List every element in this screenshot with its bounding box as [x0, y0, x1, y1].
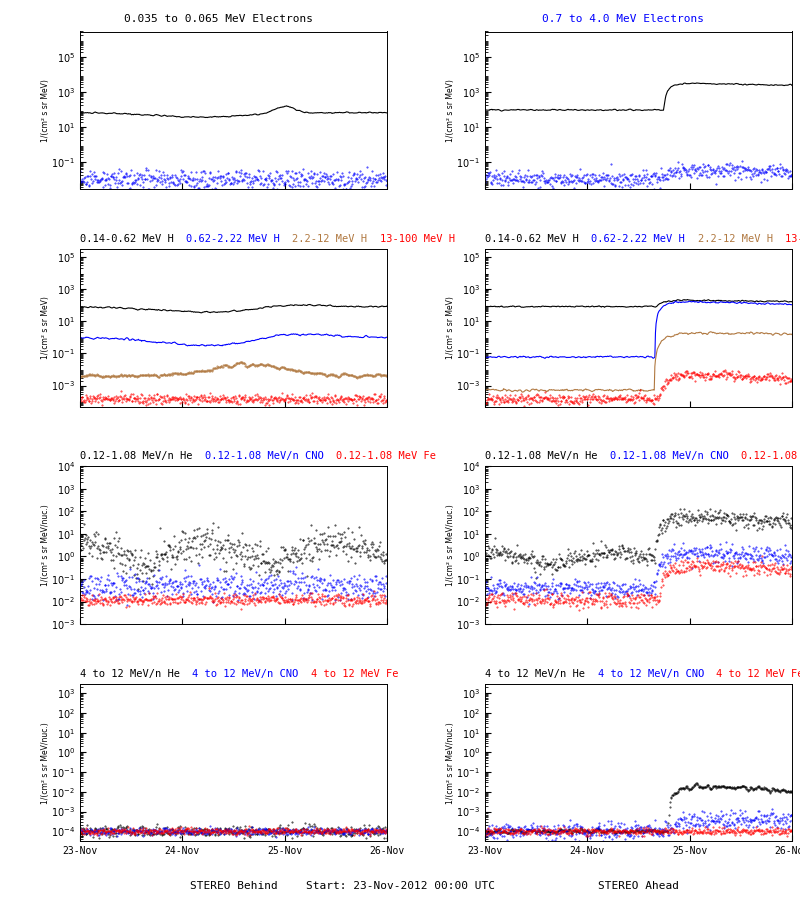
Y-axis label: 1/(cm² s sr MeV/nuc.): 1/(cm² s sr MeV/nuc.): [41, 504, 50, 586]
Text: 2.2-12 MeV H: 2.2-12 MeV H: [293, 234, 380, 244]
Text: 13-100 MeV H: 13-100 MeV H: [380, 234, 467, 244]
Text: 4 to 12 MeV/n He: 4 to 12 MeV/n He: [485, 669, 598, 679]
Text: 0.62-2.22 MeV H: 0.62-2.22 MeV H: [186, 234, 293, 244]
Y-axis label: 1/(cm² s sr MeV): 1/(cm² s sr MeV): [41, 79, 50, 141]
Y-axis label: 1/(cm² s sr MeV/nuc.): 1/(cm² s sr MeV/nuc.): [446, 722, 454, 804]
Text: 4 to 12 MeV/n CNO: 4 to 12 MeV/n CNO: [193, 669, 311, 679]
Text: 0.12-1.08 MeV/n He: 0.12-1.08 MeV/n He: [80, 451, 205, 461]
Text: STEREO Ahead: STEREO Ahead: [598, 881, 679, 891]
Text: 4 to 12 MeV Fe: 4 to 12 MeV Fe: [311, 669, 411, 679]
Text: 0.14-0.62 MeV H: 0.14-0.62 MeV H: [80, 234, 186, 244]
Text: 13-100 MeV H: 13-100 MeV H: [785, 234, 800, 244]
Text: 0.62-2.22 MeV H: 0.62-2.22 MeV H: [591, 234, 698, 244]
Text: 0.7 to 4.0 MeV Electrons: 0.7 to 4.0 MeV Electrons: [542, 14, 704, 24]
Text: STEREO Behind: STEREO Behind: [190, 881, 278, 891]
Y-axis label: 1/(cm² s sr MeV): 1/(cm² s sr MeV): [446, 296, 455, 359]
Text: 0.12-1.08 MeV/n CNO: 0.12-1.08 MeV/n CNO: [610, 451, 742, 461]
Text: 0.12-1.08 MeV/n CNO: 0.12-1.08 MeV/n CNO: [205, 451, 336, 461]
Text: 0.14-0.62 MeV H: 0.14-0.62 MeV H: [485, 234, 591, 244]
Text: Start: 23-Nov-2012 00:00 UTC: Start: 23-Nov-2012 00:00 UTC: [306, 881, 494, 891]
Y-axis label: 1/(cm² s sr MeV): 1/(cm² s sr MeV): [446, 79, 455, 141]
Text: 0.12-1.08 MeV Fe: 0.12-1.08 MeV Fe: [336, 451, 449, 461]
Text: 4 to 12 MeV/n CNO: 4 to 12 MeV/n CNO: [598, 669, 716, 679]
Y-axis label: 1/(cm² s sr MeV): 1/(cm² s sr MeV): [41, 296, 50, 359]
Text: 4 to 12 MeV Fe: 4 to 12 MeV Fe: [716, 669, 800, 679]
Text: 0.12-1.08 MeV Fe: 0.12-1.08 MeV Fe: [742, 451, 800, 461]
Text: 0.035 to 0.065 MeV Electrons: 0.035 to 0.065 MeV Electrons: [124, 14, 313, 24]
Text: 0.12-1.08 MeV/n He: 0.12-1.08 MeV/n He: [485, 451, 610, 461]
Text: 2.2-12 MeV H: 2.2-12 MeV H: [698, 234, 785, 244]
Y-axis label: 1/(cm² s sr MeV/nuc.): 1/(cm² s sr MeV/nuc.): [41, 722, 50, 804]
Text: 4 to 12 MeV/n He: 4 to 12 MeV/n He: [80, 669, 193, 679]
Y-axis label: 1/(cm² s sr MeV/nuc.): 1/(cm² s sr MeV/nuc.): [446, 504, 455, 586]
